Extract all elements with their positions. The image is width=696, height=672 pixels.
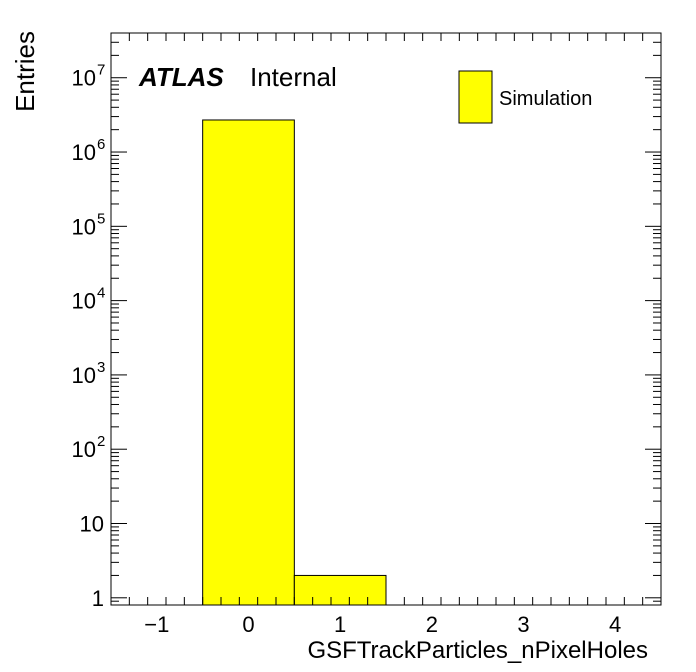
legend-label: Simulation [499,88,592,110]
legend-swatch [458,70,493,124]
x-tick-label: 2 [426,612,438,637]
bars-layer [202,119,387,606]
y-tick-label: 10 [72,140,96,165]
plot-frame [110,32,662,606]
x-tick-label: 1 [334,612,346,637]
y-tick-exponent: 4 [97,285,105,302]
y-tick-exponent: 2 [97,433,105,450]
status-label: Internal [250,62,337,92]
histogram-bar-0 [202,119,295,606]
histogram-bar-1 [293,574,387,606]
y-tick-label: 10 [72,437,96,462]
legend: Simulation [458,70,592,124]
y-tick-exponent: 3 [97,359,105,376]
y-tick-label: 1 [92,586,104,611]
y-tick-label: 10 [80,512,104,537]
y-tick-label: 10 [72,214,96,239]
y-tick-exponent: 6 [97,136,105,153]
x-tick-label: 4 [609,612,621,637]
x-tick-label: 0 [242,612,254,637]
y-axis-label: Entries [10,31,40,112]
atlas-label: ATLAS [138,62,224,92]
y-tick-label: 10 [72,66,96,91]
y-tick-label: 10 [72,289,96,314]
ticks-layer [110,32,662,606]
y-tick-label: 10 [72,363,96,388]
x-axis-label: GSFTrackParticles_nPixelHoles [307,637,648,664]
x-tick-label: −1 [144,612,169,637]
x-tick-label: 3 [517,612,529,637]
y-tick-exponent: 5 [97,210,105,227]
y-tick-exponent: 7 [97,62,105,79]
